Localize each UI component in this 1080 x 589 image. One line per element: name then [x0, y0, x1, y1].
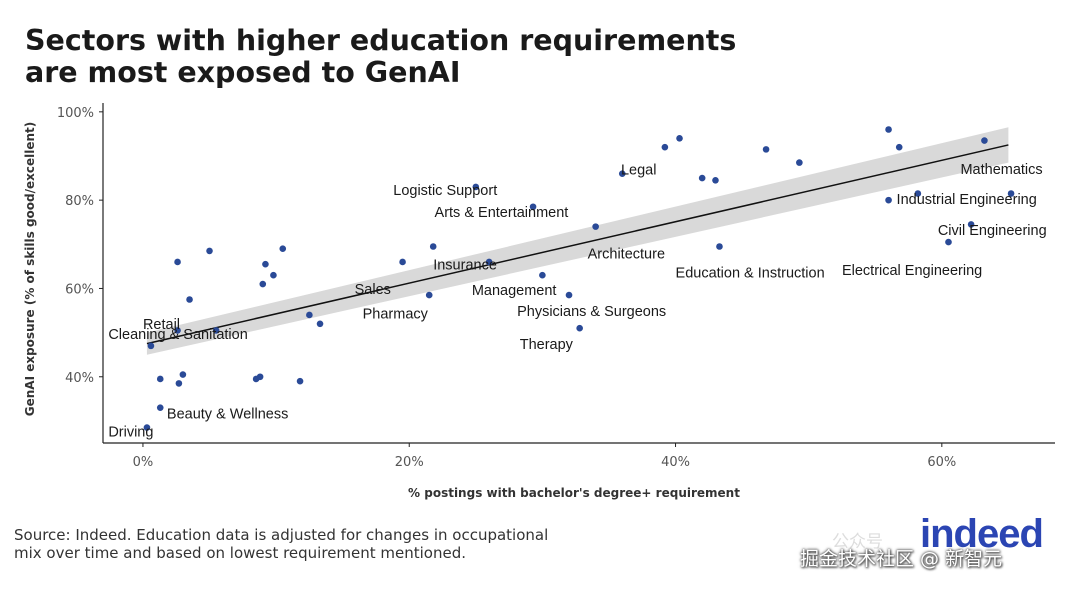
data-point: [576, 324, 583, 332]
point-label: Driving: [108, 424, 153, 440]
axes-layer: 0% 20% 40% 60% 40% 60% 80% 100% % postings with …: [23, 103, 1055, 500]
data-point: [539, 271, 546, 279]
data-point: [316, 320, 324, 328]
data-point: [425, 291, 433, 299]
data-point: [186, 296, 193, 303]
x-tick-label: 0%: [133, 455, 154, 470]
x-tick-label: 60%: [927, 455, 956, 470]
data-point: [676, 135, 683, 142]
data-point: [279, 245, 287, 253]
point-label: Education & Instruction: [676, 265, 825, 281]
labels-layer: Driving Beauty & Wellness Cleaning & Sanit…: [108, 162, 1046, 440]
x-tick-label: 20%: [395, 455, 424, 470]
point-label: Sales: [355, 282, 391, 298]
data-point: [592, 223, 599, 230]
point-label: Industrial Engineering: [897, 192, 1037, 208]
chart-title: Sectors with higher education requiremen…: [25, 25, 736, 89]
data-point: [885, 126, 892, 133]
data-point: [565, 291, 573, 299]
data-point: [296, 377, 304, 385]
data-point: [175, 380, 183, 387]
data-point: [156, 404, 164, 411]
data-point: [429, 243, 437, 250]
y-tick-label: 60%: [65, 282, 94, 297]
data-point: [143, 424, 151, 431]
confidence-band-layer: [146, 127, 1009, 355]
data-point: [661, 143, 669, 151]
data-point: [945, 238, 952, 246]
source-note: Source: Indeed. Education data is adjust…: [14, 526, 548, 562]
point-label: Pharmacy: [363, 306, 429, 322]
point-label: Beauty & Wellness: [167, 406, 288, 422]
data-point: [762, 146, 770, 153]
x-tick-label: 40%: [661, 455, 690, 470]
point-label: Physicians & Surgeons: [517, 304, 666, 320]
data-point: [256, 373, 264, 381]
data-point: [206, 247, 213, 255]
watermark-top: 公众号: [832, 532, 883, 552]
data-point: [174, 258, 181, 266]
data-point: [270, 271, 277, 279]
point-label: Cleaning & Sanitation: [108, 327, 247, 343]
trend-line: [146, 144, 1009, 345]
data-point: [698, 174, 706, 182]
chart-title-line-2: are most exposed to GenAI: [25, 56, 461, 89]
point-label: Legal: [621, 163, 656, 179]
chart-title-line-1: Sectors with higher education requiremen…: [25, 24, 737, 57]
data-point: [262, 260, 269, 268]
point-label: Mathematics: [960, 162, 1042, 178]
data-point: [885, 196, 892, 204]
data-point: [618, 170, 626, 177]
data-point: [147, 342, 155, 350]
data-point: [174, 327, 181, 334]
point-label: Therapy: [520, 337, 574, 353]
points-layer: [143, 126, 1015, 431]
data-point: [399, 258, 406, 266]
data-point: [981, 137, 988, 144]
confidence-band: [146, 127, 1009, 355]
data-point: [179, 371, 187, 378]
point-label: Management: [472, 283, 557, 299]
x-axis-title: % postings with bachelor's degree+ requi…: [408, 486, 740, 500]
data-point: [716, 243, 723, 250]
data-point: [1007, 190, 1015, 197]
y-tick-label: 40%: [65, 371, 94, 386]
source-line-2: mix over time and based on lowest requir…: [14, 544, 467, 562]
data-point: [895, 143, 903, 151]
data-point: [712, 176, 719, 184]
data-point: [472, 183, 480, 191]
point-label: Arts & Entertainment: [435, 205, 569, 221]
point-label: Civil Engineering: [938, 223, 1047, 239]
data-point: [156, 375, 164, 383]
trend-line-layer: [146, 144, 1009, 345]
point-label: Insurance: [433, 257, 497, 273]
watermark-text: 掘金技术社区 @ 新智元: [800, 548, 1003, 570]
y-tick-label: 80%: [65, 194, 94, 209]
data-point: [212, 327, 220, 334]
indeed-logo: indeed: [920, 512, 1044, 556]
data-point: [967, 221, 975, 228]
point-label: Retail: [143, 317, 180, 333]
point-label: Architecture: [588, 246, 665, 262]
data-point: [529, 203, 537, 211]
point-label: Electrical Engineering: [842, 263, 982, 279]
source-line-1: Source: Indeed. Education data is adjust…: [14, 526, 549, 544]
data-point: [914, 190, 922, 197]
data-point: [485, 258, 493, 266]
data-point: [259, 280, 267, 288]
y-axis-title: GenAI exposure (% of skills good/excelle…: [23, 122, 37, 417]
data-point: [796, 159, 803, 166]
y-tick-label: 100%: [57, 106, 94, 121]
data-point: [306, 311, 313, 319]
point-label: Logistic Support: [393, 183, 497, 199]
